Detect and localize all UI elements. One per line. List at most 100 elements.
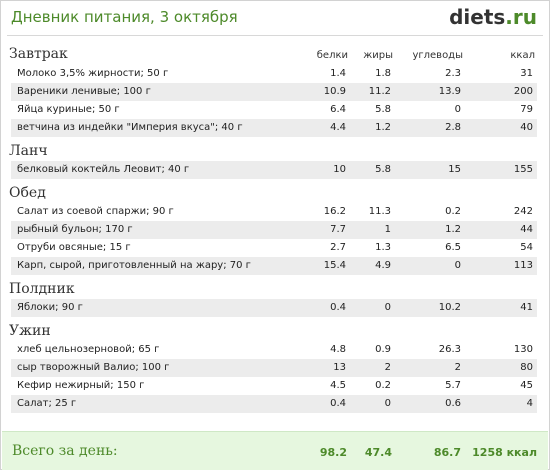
protein-value: 6.4 bbox=[330, 104, 346, 115]
kcal-value: 4 bbox=[526, 398, 533, 409]
food-name: сыр творожный Валио; 100 г bbox=[17, 362, 170, 373]
food-name: ветчина из индейки "Империя вкуса"; 40 г bbox=[17, 122, 243, 133]
protein-value: 10 bbox=[333, 164, 346, 175]
protein-value: 1.4 bbox=[330, 68, 346, 79]
meal-title-dinner: Обед bbox=[9, 185, 46, 201]
kcal-value: 200 bbox=[513, 86, 533, 97]
carbs-value: 0 bbox=[454, 260, 461, 271]
protein-value: 0.4 bbox=[330, 302, 346, 313]
page-title: Дневник питания, 3 октября bbox=[11, 8, 238, 26]
fat-value: 4.9 bbox=[375, 260, 391, 271]
carbs-value: 26.3 bbox=[438, 344, 461, 355]
table-row: Вареники ленивые; 100 г 10.9 11.2 13.9 2… bbox=[11, 83, 537, 101]
fat-value: 5.8 bbox=[375, 164, 391, 175]
meal-title-breakfast: Завтрак bbox=[9, 46, 68, 62]
protein-value: 4.4 bbox=[330, 122, 346, 133]
protein-value: 0.4 bbox=[330, 398, 346, 409]
total-kcal: 1258 ккал bbox=[472, 446, 537, 459]
carbs-value: 5.7 bbox=[445, 380, 461, 391]
totals-label: Всего за день: bbox=[12, 443, 118, 459]
meal-title-lunch: Ланч bbox=[9, 143, 48, 159]
kcal-value: 79 bbox=[520, 104, 533, 115]
fat-value: 1.8 bbox=[375, 68, 391, 79]
kcal-value: 44 bbox=[520, 224, 533, 235]
kcal-value: 54 bbox=[520, 242, 533, 253]
food-name: Молоко 3,5% жирности; 50 г bbox=[17, 68, 169, 79]
carbs-value: 10.2 bbox=[438, 302, 461, 313]
protein-value: 15.4 bbox=[323, 260, 346, 271]
kcal-value: 41 bbox=[520, 302, 533, 313]
fat-value: 0 bbox=[384, 398, 391, 409]
total-fat: 47.4 bbox=[364, 446, 392, 459]
fat-value: 0.2 bbox=[375, 380, 391, 391]
kcal-value: 242 bbox=[513, 206, 533, 217]
protein-value: 16.2 bbox=[323, 206, 346, 217]
fat-value: 11.2 bbox=[368, 86, 391, 97]
site-logo[interactable]: diets.ru bbox=[449, 5, 537, 29]
table-row: Салат из соевой спаржи; 90 г 16.2 11.3 0… bbox=[11, 203, 537, 221]
carbs-value: 0.6 bbox=[445, 398, 461, 409]
carbs-value: 1.2 bbox=[445, 224, 461, 235]
kcal-value: 45 bbox=[520, 380, 533, 391]
table-row: Карп, сырой, приготовленный на жару; 70 … bbox=[11, 257, 537, 275]
meal-title-snack: Полдник bbox=[9, 281, 75, 297]
protein-value: 13 bbox=[333, 362, 346, 373]
logo-text: diets bbox=[449, 5, 506, 29]
food-name: Кефир нежирный; 150 г bbox=[17, 380, 145, 391]
food-name: Салат; 25 г bbox=[17, 398, 77, 409]
food-name: Вареники ленивые; 100 г bbox=[17, 86, 151, 97]
fat-value: 11.3 bbox=[368, 206, 391, 217]
food-name: хлеб цельнозерновой; 65 г bbox=[17, 344, 160, 355]
food-name: Карп, сырой, приготовленный на жару; 70 … bbox=[17, 260, 251, 271]
kcal-value: 113 bbox=[513, 260, 533, 271]
fat-value: 2 bbox=[384, 362, 391, 373]
protein-value: 7.7 bbox=[330, 224, 346, 235]
column-header-protein: белки bbox=[316, 50, 348, 61]
protein-value: 2.7 bbox=[330, 242, 346, 253]
table-row: ветчина из индейки "Империя вкуса"; 40 г… bbox=[11, 119, 537, 137]
table-row: Кефир нежирный; 150 г 4.5 0.2 5.7 45 bbox=[11, 377, 537, 395]
table-row: Яйца куриные; 50 г 6.4 5.8 0 79 bbox=[11, 101, 537, 119]
fat-value: 0 bbox=[384, 302, 391, 313]
logo-suffix: .ru bbox=[505, 5, 537, 29]
total-carbs: 86.7 bbox=[433, 446, 461, 459]
carbs-value: 15 bbox=[448, 164, 461, 175]
fat-value: 5.8 bbox=[375, 104, 391, 115]
column-header-fat: жиры bbox=[363, 50, 393, 61]
food-name: Салат из соевой спаржи; 90 г bbox=[17, 206, 174, 217]
food-name: Яйца куриные; 50 г bbox=[17, 104, 120, 115]
fat-value: 1.2 bbox=[375, 122, 391, 133]
kcal-value: 40 bbox=[520, 122, 533, 133]
column-header-kcal: ккал bbox=[510, 50, 535, 61]
table-row: хлеб цельнозерновой; 65 г 4.8 0.9 26.3 1… bbox=[11, 341, 537, 359]
carbs-value: 2 bbox=[454, 362, 461, 373]
table-row: Яблоки; 90 г 0.4 0 10.2 41 bbox=[11, 299, 537, 317]
protein-value: 4.8 bbox=[330, 344, 346, 355]
kcal-value: 31 bbox=[520, 68, 533, 79]
protein-value: 10.9 bbox=[323, 86, 346, 97]
table-row: сыр творожный Валио; 100 г 13 2 2 80 bbox=[11, 359, 537, 377]
table-row: Салат; 25 г 0.4 0 0.6 4 bbox=[11, 395, 537, 413]
fat-value: 0.9 bbox=[375, 344, 391, 355]
header-divider bbox=[7, 35, 543, 36]
food-name: рыбный бульон; 170 г bbox=[17, 224, 133, 235]
fat-value: 1.3 bbox=[375, 242, 391, 253]
food-name: Отруби овсяные; 15 г bbox=[17, 242, 131, 253]
kcal-value: 80 bbox=[520, 362, 533, 373]
table-row: рыбный бульон; 170 г 7.7 1 1.2 44 bbox=[11, 221, 537, 239]
meal-title-supper: Ужин bbox=[9, 323, 51, 339]
carbs-value: 6.5 bbox=[445, 242, 461, 253]
table-row: белковый коктейль Леовит; 40 г 10 5.8 15… bbox=[11, 161, 537, 179]
table-row: Молоко 3,5% жирности; 50 г 1.4 1.8 2.3 3… bbox=[11, 65, 537, 83]
carbs-value: 2.3 bbox=[445, 68, 461, 79]
food-name: белковый коктейль Леовит; 40 г bbox=[17, 164, 190, 175]
carbs-value: 2.8 bbox=[445, 122, 461, 133]
totals-bar: Всего за день: 98.2 47.4 86.7 1258 ккал bbox=[2, 431, 548, 470]
table-row: Отруби овсяные; 15 г 2.7 1.3 6.5 54 bbox=[11, 239, 537, 257]
protein-value: 4.5 bbox=[330, 380, 346, 391]
carbs-value: 13.9 bbox=[438, 86, 461, 97]
kcal-value: 155 bbox=[513, 164, 533, 175]
fat-value: 1 bbox=[384, 224, 391, 235]
column-header-carbs: углеводы bbox=[412, 50, 463, 61]
